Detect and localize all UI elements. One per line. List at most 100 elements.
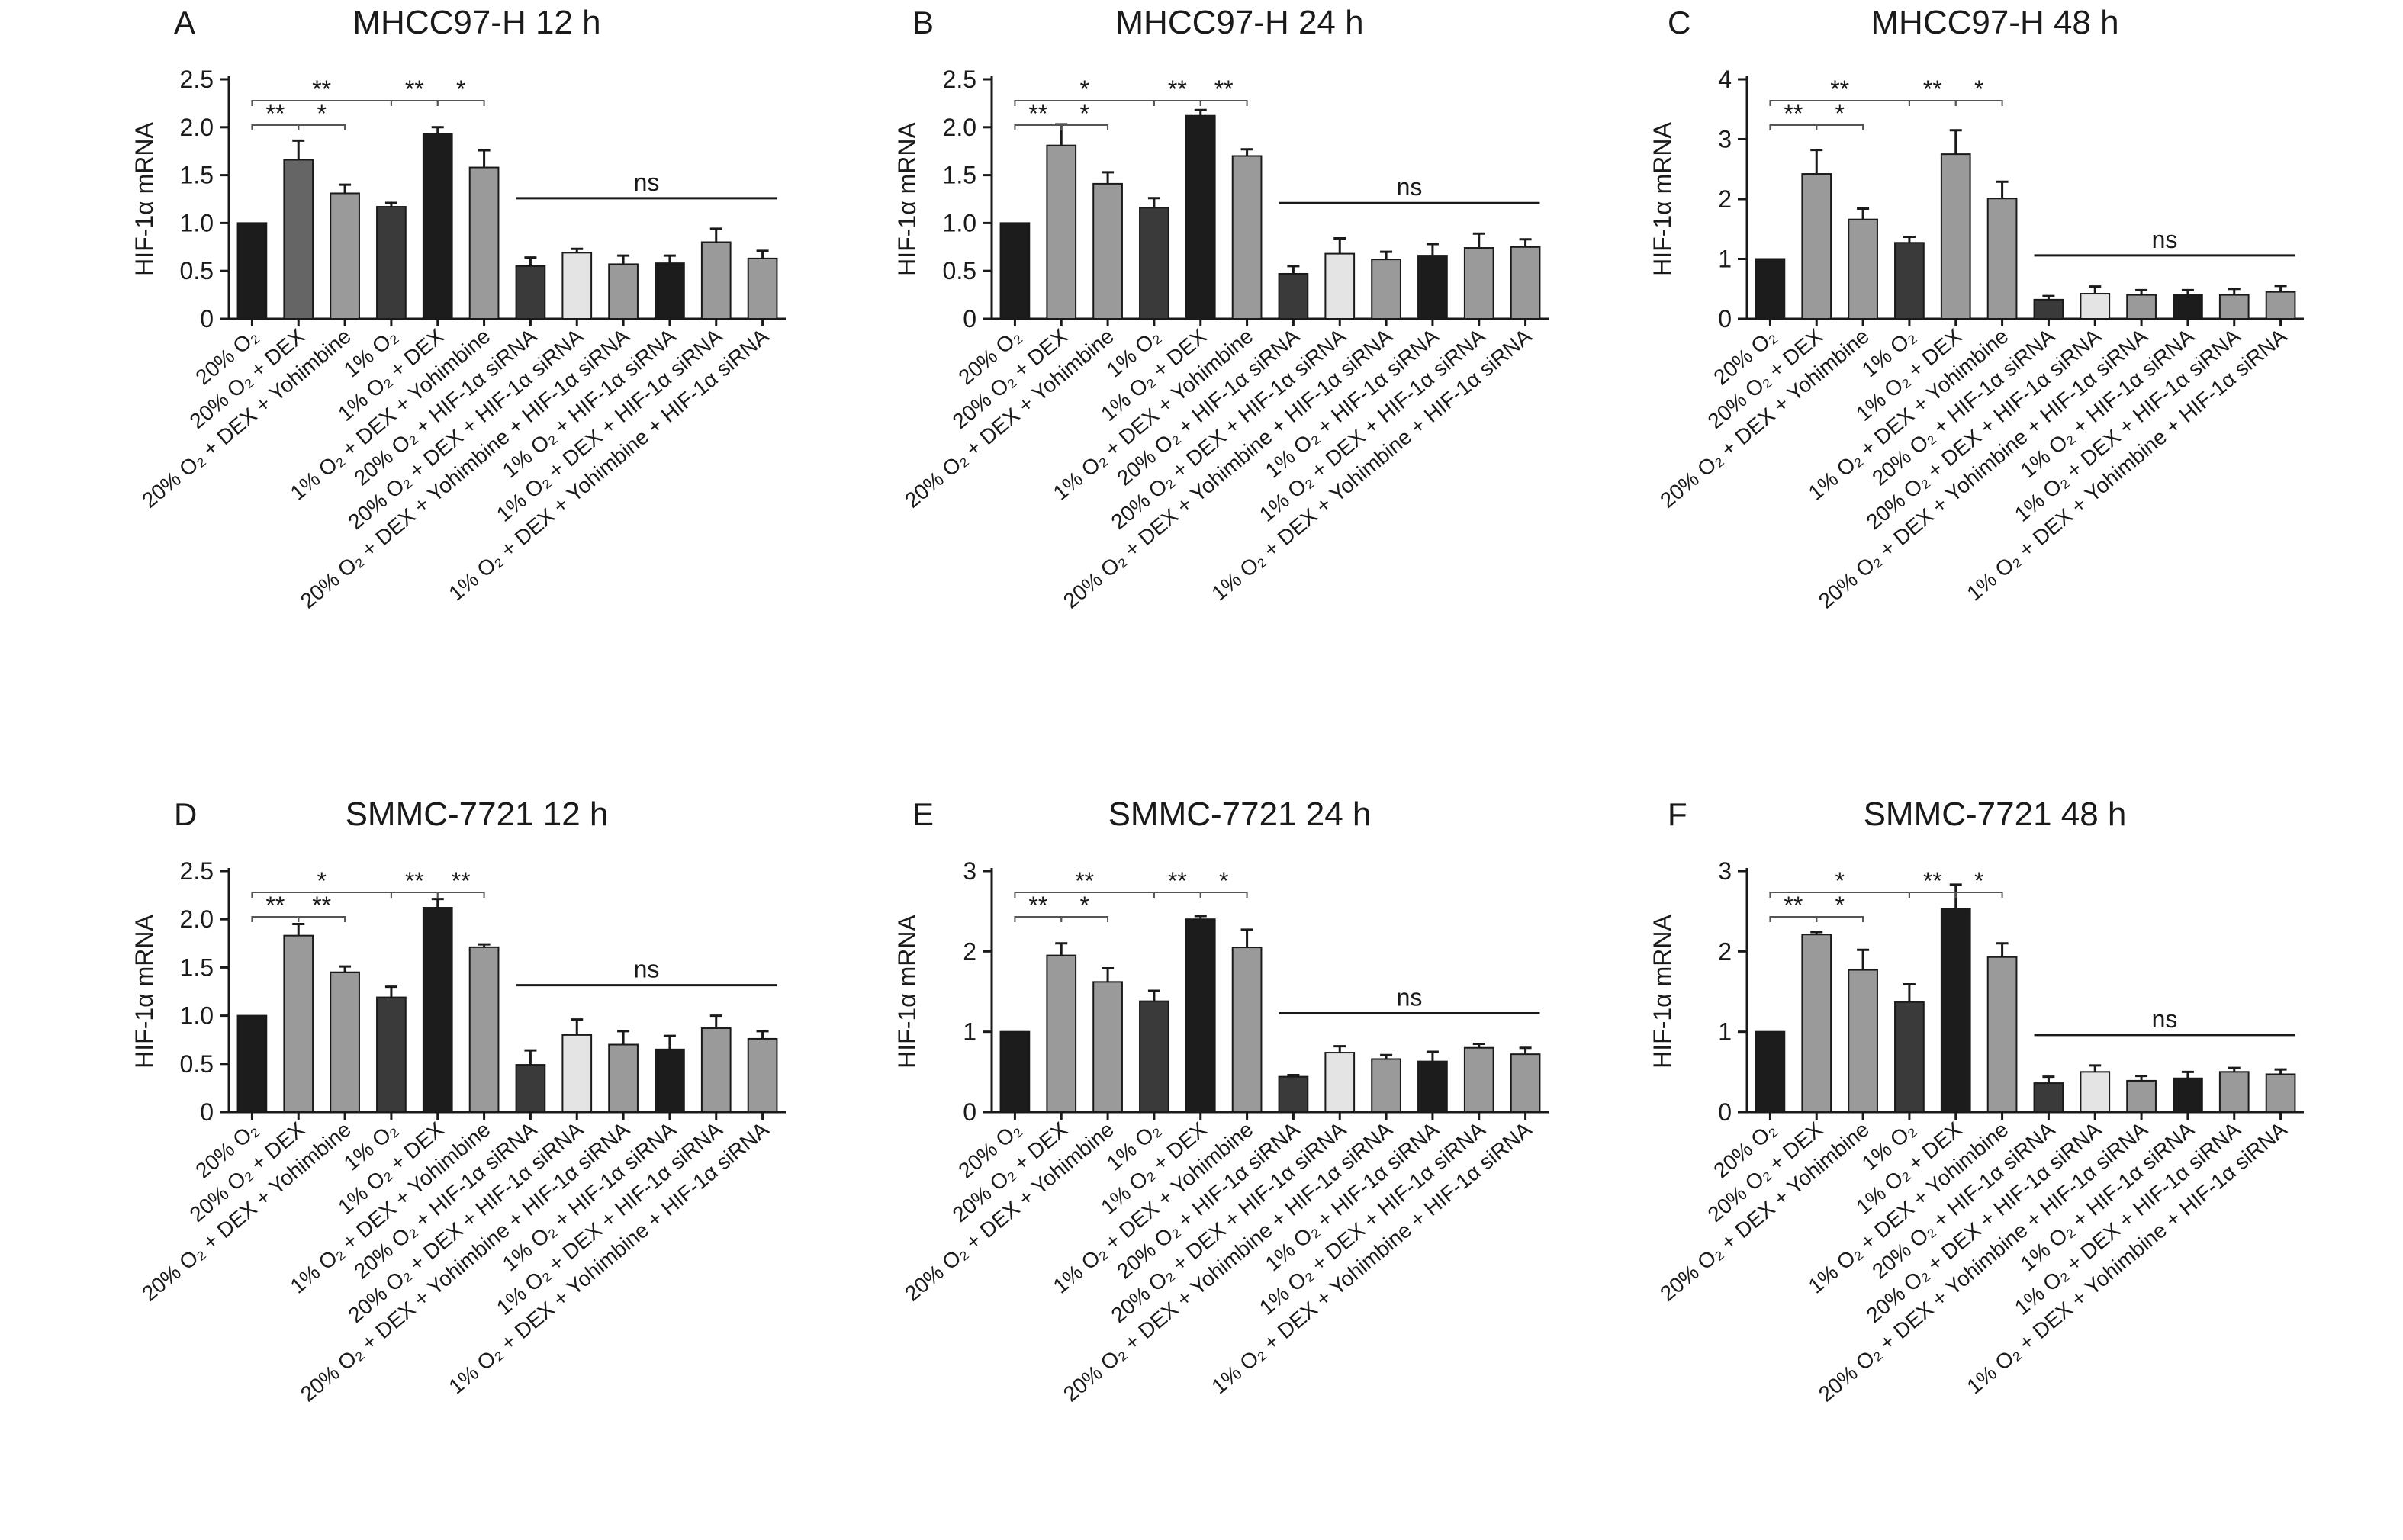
bar [1986, 956, 2018, 1113]
bar [1463, 247, 1494, 320]
bar [2173, 294, 2203, 320]
bar [468, 946, 500, 1113]
panel-letter: F [1668, 796, 1687, 832]
bar [2080, 1071, 2111, 1114]
ns-label: ns [2152, 1005, 2178, 1033]
significance-bracket [436, 100, 485, 106]
significance-bracket [298, 916, 346, 922]
panel-letter: C [1668, 5, 1690, 40]
y-tick-label: 2.5 [943, 66, 976, 93]
bar [1755, 1030, 1786, 1113]
significance-label: ** [405, 76, 424, 103]
significance-label: ** [1075, 867, 1094, 895]
bar [747, 1037, 778, 1114]
significance-label: ** [1784, 892, 1803, 919]
ns-label: ns [1397, 173, 1423, 201]
y-axis-label: HIF-1α mRNA [893, 915, 921, 1069]
bar [1371, 1058, 1401, 1113]
significance-bracket [1954, 100, 2003, 106]
significance-label: ** [1784, 100, 1803, 127]
y-tick-label: 4 [1718, 66, 1732, 93]
y-tick-label: 3 [1718, 857, 1732, 885]
y-axis-label: HIF-1α mRNA [1649, 915, 1676, 1069]
significance-bracket [1060, 124, 1109, 130]
bar [422, 907, 453, 1113]
bar [330, 192, 360, 320]
y-tick-label: 1.5 [943, 162, 976, 189]
significance-bracket [1060, 916, 1109, 922]
significance-bracket [1954, 892, 2003, 898]
y-tick-label: 2.0 [943, 114, 976, 141]
bar [2218, 294, 2250, 320]
y-tick-label: 0.5 [180, 1050, 214, 1078]
bar [1801, 173, 1832, 320]
bar [1848, 218, 1878, 320]
bar [1092, 182, 1123, 320]
bar [1755, 258, 1786, 320]
y-axis-label: HIF-1α mRNA [893, 122, 921, 276]
y-tick-label: 1.5 [180, 953, 214, 981]
y-axis-label: HIF-1α mRNA [130, 122, 158, 276]
significance-label: ** [1168, 867, 1187, 895]
y-tick-label: 0.5 [943, 257, 976, 285]
ns-label: ns [2152, 226, 2178, 253]
y-tick-label: 1.0 [180, 1002, 214, 1030]
y-tick-label: 1 [1718, 246, 1732, 273]
bar [700, 1027, 732, 1113]
bar [283, 159, 314, 320]
bar [1324, 1052, 1356, 1114]
y-tick-label: 2.5 [180, 857, 214, 885]
significance-label: ** [1028, 100, 1047, 127]
bar [655, 1048, 685, 1113]
bar [1510, 246, 1541, 320]
bar [2080, 293, 2111, 320]
bar [2265, 1073, 2296, 1113]
bar [1046, 144, 1077, 320]
bar [561, 1034, 593, 1114]
ns-label: ns [634, 956, 660, 983]
bar [2126, 1079, 2157, 1114]
chart-title: MHCC97-H 12 h [352, 4, 600, 41]
significance-label: * [1835, 867, 1844, 895]
bar [2126, 294, 2157, 320]
ns-label: ns [1397, 983, 1423, 1011]
panel-letter: E [912, 796, 934, 832]
significance-label: * [1835, 892, 1844, 919]
bar [422, 133, 453, 320]
bar [747, 257, 778, 320]
panel-letter: A [174, 5, 195, 40]
significance-label: ** [312, 76, 331, 103]
significance-bracket [1199, 100, 1248, 106]
significance-label: ** [1028, 892, 1047, 919]
significance-label: ** [265, 100, 285, 127]
significance-label: * [1835, 100, 1844, 127]
bar [999, 1030, 1031, 1113]
y-tick-label: 1.0 [180, 209, 214, 236]
bar [330, 971, 360, 1113]
significance-label: ** [1168, 76, 1187, 103]
significance-label: * [317, 867, 326, 895]
bar [376, 206, 407, 320]
bar [2218, 1071, 2250, 1114]
bar [2265, 291, 2296, 320]
y-tick-label: 1.0 [943, 209, 976, 236]
significance-label: ** [265, 892, 285, 919]
y-tick-label: 2 [963, 937, 976, 965]
bar [1278, 1075, 1309, 1113]
bar [236, 1014, 268, 1113]
significance-label: ** [1214, 76, 1234, 103]
significance-label: * [1079, 892, 1089, 919]
y-tick-label: 2.0 [180, 114, 214, 141]
bar [561, 252, 593, 320]
bar [1463, 1046, 1494, 1113]
y-tick-label: 3 [1718, 126, 1732, 153]
y-tick-label: 3 [963, 857, 976, 885]
significance-bracket [1816, 124, 1864, 130]
significance-bracket [436, 892, 485, 898]
bar [515, 265, 546, 320]
bar [1848, 969, 1878, 1114]
bar [1801, 934, 1832, 1114]
